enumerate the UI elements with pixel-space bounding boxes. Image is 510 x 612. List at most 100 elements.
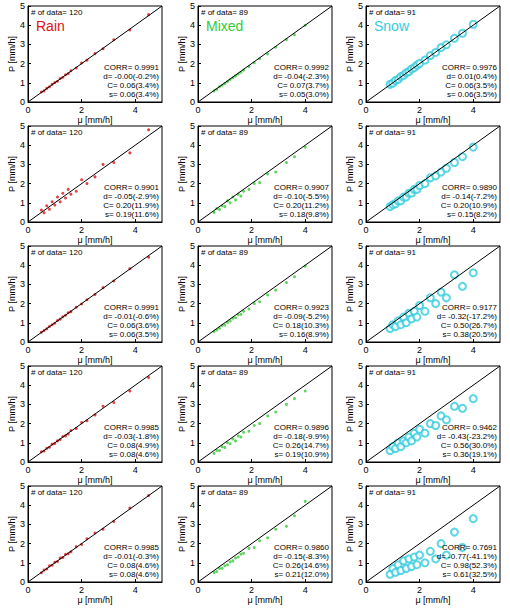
svg-text:s= 0.16(8.9%): s= 0.16(8.9%) — [279, 330, 329, 339]
svg-text:2: 2 — [358, 539, 363, 549]
svg-text:0: 0 — [358, 97, 363, 107]
svg-text:2: 2 — [358, 299, 363, 309]
svg-text:# of data= 120: # of data= 120 — [31, 488, 83, 497]
svg-text:2: 2 — [190, 299, 195, 309]
svg-text:2: 2 — [190, 179, 195, 189]
svg-text:2: 2 — [20, 179, 25, 189]
svg-text:0: 0 — [358, 217, 363, 227]
svg-text:2: 2 — [79, 345, 84, 355]
svg-text:P [mm/h]: P [mm/h] — [7, 36, 17, 72]
svg-text:5: 5 — [190, 481, 195, 491]
svg-text:5: 5 — [358, 241, 363, 251]
svg-text:# of data= 91: # of data= 91 — [369, 128, 416, 137]
svg-text:C= 0.20(11.9%): C= 0.20(11.9%) — [103, 201, 159, 210]
svg-text:4: 4 — [358, 500, 363, 510]
svg-text:4: 4 — [471, 105, 476, 115]
svg-text:0: 0 — [190, 217, 195, 227]
svg-text:2: 2 — [249, 345, 254, 355]
svg-text:0: 0 — [20, 217, 25, 227]
svg-text:2: 2 — [358, 419, 363, 429]
svg-text:d= -0.03(-1.8%): d= -0.03(-1.8%) — [103, 432, 159, 441]
svg-text:0: 0 — [20, 337, 25, 347]
svg-text:0: 0 — [25, 585, 30, 595]
svg-text:2: 2 — [20, 539, 25, 549]
svg-text:s= 0.08(4.6%): s= 0.08(4.6%) — [109, 450, 159, 459]
svg-text:C= 0.20(11.2%): C= 0.20(11.2%) — [273, 201, 329, 210]
svg-text:0: 0 — [363, 465, 368, 475]
svg-text:# of data= 120: # of data= 120 — [31, 248, 83, 257]
svg-text:0: 0 — [363, 225, 368, 235]
svg-text:4: 4 — [471, 225, 476, 235]
svg-text:4: 4 — [190, 380, 195, 390]
svg-text:# of data= 120: # of data= 120 — [31, 128, 83, 137]
svg-text:4: 4 — [190, 20, 195, 30]
svg-text:5: 5 — [190, 361, 195, 371]
svg-text:5: 5 — [20, 121, 25, 131]
svg-text:1: 1 — [190, 78, 195, 88]
svg-text:# of data= 89: # of data= 89 — [201, 248, 248, 257]
svg-text:4: 4 — [358, 20, 363, 30]
svg-text:1: 1 — [358, 438, 363, 448]
svg-text:C= 0.56(30.0%): C= 0.56(30.0%) — [441, 441, 498, 450]
svg-text:4: 4 — [303, 105, 308, 115]
svg-text:0: 0 — [195, 585, 200, 595]
svg-text:0: 0 — [20, 97, 25, 107]
svg-text:2: 2 — [190, 539, 195, 549]
svg-text:1: 1 — [190, 318, 195, 328]
svg-text:d= -0.05(-2.9%): d= -0.05(-2.9%) — [103, 192, 159, 201]
svg-text:2: 2 — [79, 465, 84, 475]
svg-text:1: 1 — [358, 198, 363, 208]
svg-text:0: 0 — [190, 97, 195, 107]
svg-text:3: 3 — [358, 399, 363, 409]
svg-text:5: 5 — [358, 121, 363, 131]
svg-text:3: 3 — [190, 39, 195, 49]
svg-text:# of data= 91: # of data= 91 — [369, 8, 416, 17]
svg-text:5: 5 — [190, 1, 195, 11]
svg-text:s= 0.19(11.6%): s= 0.19(11.6%) — [105, 210, 159, 219]
svg-text:5: 5 — [190, 241, 195, 251]
svg-text:5: 5 — [358, 361, 363, 371]
svg-text:P [mm/h]: P [mm/h] — [177, 36, 187, 72]
svg-text:4: 4 — [133, 225, 138, 235]
svg-text:C= 0.06(3.6%): C= 0.06(3.6%) — [107, 321, 159, 330]
svg-text:Snow: Snow — [374, 18, 410, 34]
svg-text:# of data= 89: # of data= 89 — [201, 128, 248, 137]
svg-text:C= 0.06(3.4%): C= 0.06(3.4%) — [107, 81, 159, 90]
svg-text:d= -0.01(-0.6%): d= -0.01(-0.6%) — [103, 312, 159, 321]
svg-text:Mixed: Mixed — [206, 18, 243, 34]
svg-text:4: 4 — [20, 20, 25, 30]
svg-text:1: 1 — [20, 438, 25, 448]
svg-text:CORR= 0.9860: CORR= 0.9860 — [274, 543, 329, 552]
svg-text:d= -0.00(-0.2%): d= -0.00(-0.2%) — [103, 72, 159, 81]
svg-text:s= 0.21(12.0%): s= 0.21(12.0%) — [275, 570, 330, 579]
svg-text:1: 1 — [358, 318, 363, 328]
svg-text:1: 1 — [20, 318, 25, 328]
svg-text:# of data= 120: # of data= 120 — [31, 368, 83, 377]
svg-text:0: 0 — [25, 345, 30, 355]
svg-text:P [mm/h]: P [mm/h] — [177, 516, 187, 552]
svg-text:1: 1 — [358, 78, 363, 88]
svg-text:P [mm/h]: P [mm/h] — [345, 516, 355, 552]
svg-text:0: 0 — [195, 465, 200, 475]
svg-text:CORR= 0.9992: CORR= 0.9992 — [274, 63, 329, 72]
svg-text:4: 4 — [20, 260, 25, 270]
svg-text:P [mm/h]: P [mm/h] — [345, 396, 355, 432]
svg-text:C= 0.18(10.3%): C= 0.18(10.3%) — [273, 321, 330, 330]
svg-text:4: 4 — [133, 105, 138, 115]
svg-text:μ [mm/h]: μ [mm/h] — [247, 355, 282, 365]
svg-text:μ [mm/h]: μ [mm/h] — [77, 595, 112, 605]
svg-text:d= -0.01(-0.3%): d= -0.01(-0.3%) — [103, 552, 159, 561]
svg-text:0: 0 — [25, 225, 30, 235]
svg-text:0: 0 — [358, 337, 363, 347]
svg-text:3: 3 — [190, 399, 195, 409]
svg-text:3: 3 — [20, 399, 25, 409]
svg-text:s= 0.06(3.5%): s= 0.06(3.5%) — [109, 330, 159, 339]
svg-text:3: 3 — [20, 39, 25, 49]
svg-text:4: 4 — [358, 140, 363, 150]
svg-text:P [mm/h]: P [mm/h] — [177, 276, 187, 312]
svg-text:C= 0.50(26.7%): C= 0.50(26.7%) — [441, 321, 498, 330]
svg-text:0: 0 — [358, 577, 363, 587]
svg-text:d= -0.15(-8.3%): d= -0.15(-8.3%) — [273, 552, 329, 561]
svg-text:0: 0 — [363, 105, 368, 115]
svg-text:s= 0.36(19.1%): s= 0.36(19.1%) — [443, 450, 498, 459]
